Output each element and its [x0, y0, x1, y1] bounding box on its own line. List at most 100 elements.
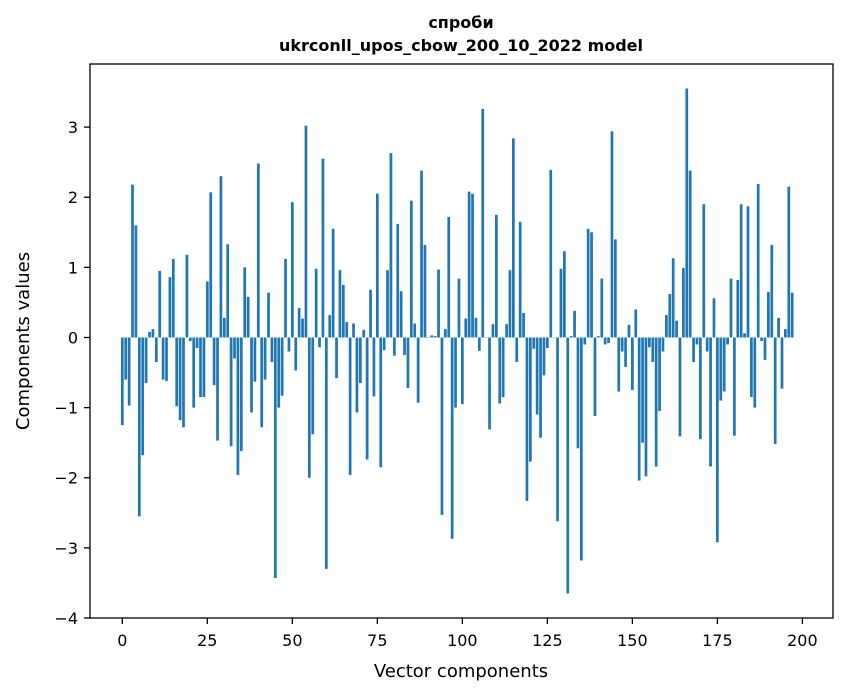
bar-24 — [202, 337, 206, 398]
bar-99 — [457, 278, 461, 338]
bar-20 — [188, 337, 192, 341]
bars-group — [120, 88, 794, 594]
bar-89 — [423, 244, 427, 338]
x-tick-label-7: 175 — [702, 631, 733, 650]
bar-27 — [212, 337, 216, 386]
bar-103 — [471, 193, 474, 338]
bar-130 — [563, 251, 566, 338]
bar-136 — [583, 337, 587, 345]
bar-109 — [491, 324, 495, 338]
x-tick-label-3: 75 — [367, 631, 387, 650]
bar-28 — [216, 337, 219, 441]
bar-162 — [671, 258, 675, 338]
bar-110 — [494, 214, 498, 338]
bar-194 — [780, 337, 784, 389]
bar-114 — [508, 270, 512, 338]
bar-168 — [692, 337, 695, 363]
bar-195 — [784, 329, 787, 338]
bar-192 — [773, 337, 777, 445]
bar-186 — [753, 337, 757, 408]
bar-133 — [573, 310, 576, 338]
bar-166 — [685, 88, 689, 338]
bar-116 — [515, 337, 519, 363]
bar-56 — [311, 337, 315, 435]
bar-155 — [648, 337, 651, 348]
bar-67 — [348, 337, 352, 475]
bar-82 — [399, 291, 403, 338]
bar-75 — [375, 193, 379, 338]
bar-84 — [406, 337, 410, 388]
y-tick-label-3: −1 — [54, 399, 78, 418]
bar-64 — [338, 270, 342, 338]
bar-86 — [413, 323, 417, 338]
x-tick-label-5: 125 — [532, 631, 563, 650]
x-tick-label-1: 25 — [197, 631, 217, 650]
bar-165 — [682, 268, 685, 338]
bar-185 — [750, 337, 753, 398]
bar-59 — [321, 158, 325, 338]
bar-189 — [763, 337, 767, 360]
bar-121 — [532, 337, 536, 349]
bar-104 — [474, 317, 478, 338]
bar-115 — [512, 138, 515, 338]
x-tick-label-2: 50 — [282, 631, 302, 650]
bar-149 — [627, 324, 631, 338]
bar-9 — [151, 329, 155, 338]
bar-108 — [488, 337, 491, 430]
bar-174 — [712, 298, 716, 338]
bar-6 — [141, 337, 145, 456]
bar-178 — [726, 337, 729, 345]
bar-5 — [137, 337, 141, 517]
bar-63 — [335, 337, 338, 379]
bar-96 — [447, 216, 451, 338]
bar-94 — [440, 337, 444, 515]
bar-197 — [790, 292, 794, 338]
bar-153 — [641, 337, 644, 443]
bar-181 — [736, 279, 740, 338]
bar-128 — [556, 337, 559, 522]
bar-76 — [379, 337, 383, 468]
bar-83 — [403, 337, 406, 356]
bar-137 — [586, 228, 590, 338]
bar-91 — [430, 335, 434, 338]
bar-73 — [369, 289, 372, 338]
bar-146 — [617, 337, 621, 392]
bar-35 — [239, 337, 243, 452]
bar-30 — [222, 317, 226, 338]
bar-48 — [284, 258, 287, 338]
bar-15 — [171, 258, 175, 338]
bar-37 — [246, 296, 250, 338]
chart-subtitle: ukrconll_upos_cbow_200_10_2022 model — [279, 36, 643, 55]
bar-45 — [273, 337, 277, 579]
bar-196 — [787, 186, 791, 338]
bar-52 — [297, 308, 301, 338]
bar-188 — [760, 337, 763, 341]
bar-179 — [729, 278, 733, 338]
bar-33 — [233, 337, 236, 359]
bar-19 — [185, 254, 189, 338]
bar-138 — [590, 232, 593, 338]
bar-124 — [542, 337, 546, 376]
bar-42 — [263, 337, 267, 380]
bar-143 — [607, 337, 610, 344]
bar-58 — [318, 337, 321, 348]
bar-190 — [767, 291, 770, 338]
bar-157 — [654, 337, 658, 467]
bar-92 — [433, 336, 437, 338]
bar-50 — [290, 202, 294, 338]
bar-98 — [454, 337, 457, 408]
bar-21 — [192, 337, 196, 408]
bar-100 — [460, 337, 464, 405]
bar-40 — [256, 163, 260, 338]
bar-154 — [644, 337, 648, 477]
bar-25 — [205, 281, 209, 338]
bar-156 — [651, 337, 655, 363]
bar-183 — [743, 333, 746, 338]
y-tick-label-6: 2 — [68, 188, 78, 207]
y-tick-label-7: 3 — [68, 118, 78, 137]
bar-79 — [389, 153, 393, 338]
bar-151 — [634, 309, 638, 338]
bar-106 — [481, 108, 485, 338]
